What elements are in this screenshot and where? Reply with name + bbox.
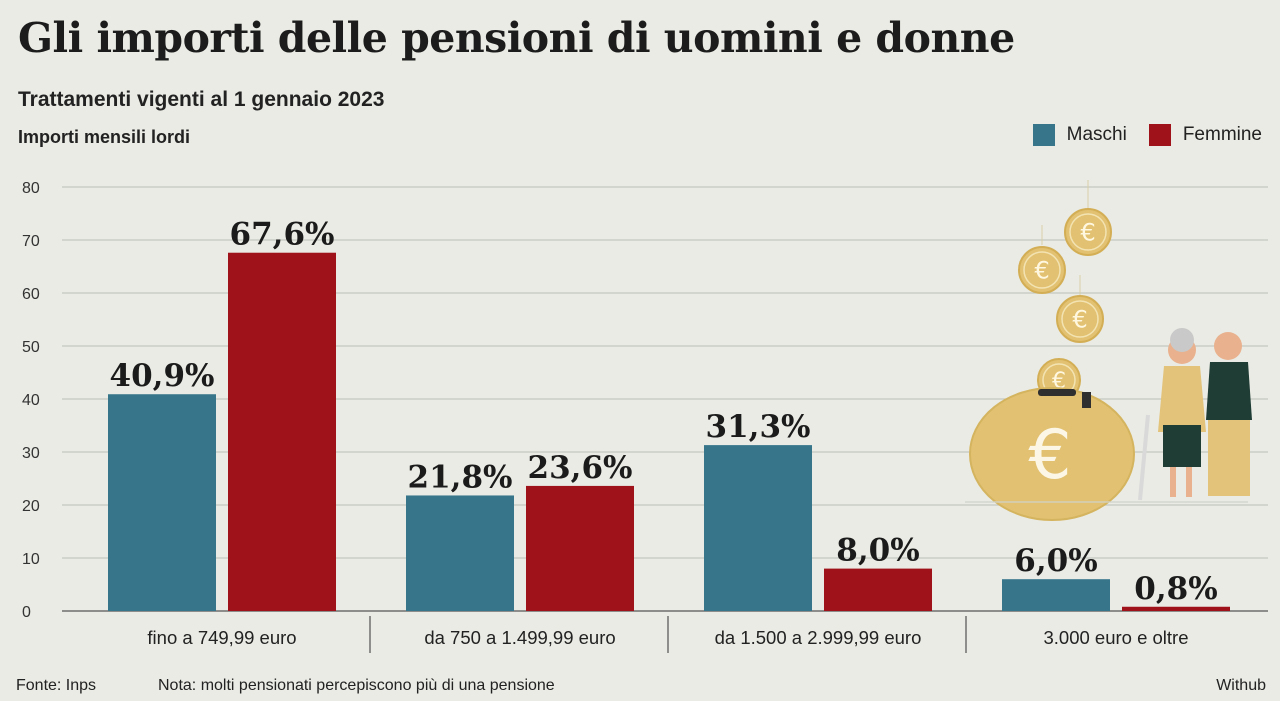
elderly-man-head bbox=[1214, 332, 1242, 360]
elderly-man-sweater bbox=[1206, 362, 1252, 420]
bar-femmine bbox=[1122, 606, 1230, 611]
y-tick-label: 60 bbox=[22, 286, 40, 303]
elderly-woman-leg bbox=[1186, 467, 1192, 497]
bar-value-label: 21,8% bbox=[408, 459, 513, 495]
elderly-woman-coat bbox=[1158, 366, 1206, 432]
bar-value-label: 31,3% bbox=[706, 409, 811, 445]
y-axis-unit-label: Importi mensili lordi bbox=[18, 127, 191, 147]
y-tick-label: 50 bbox=[22, 339, 40, 356]
euro-coin-icon-rim bbox=[1061, 300, 1099, 338]
bar-femmine bbox=[824, 568, 932, 611]
euro-coin-icon-symbol: € bbox=[1034, 257, 1049, 285]
bar-value-label: 0,8% bbox=[1134, 571, 1217, 607]
legend-item-femmine: Femmine bbox=[1148, 124, 1262, 146]
x-category-label: da 1.500 a 2.999,99 euro bbox=[715, 627, 922, 648]
bar-chart: 0 10 20 30 40 50 60 70 80 40,9% 67,6% fino a 749,99… bbox=[22, 180, 1268, 653]
x-category-label: 3.000 euro e oltre bbox=[1043, 627, 1188, 648]
y-tick-label: 0 bbox=[22, 604, 31, 621]
euro-coin-icon bbox=[1018, 246, 1066, 294]
y-tick-label: 20 bbox=[22, 498, 40, 515]
y-tick-label: 70 bbox=[22, 233, 40, 250]
legend-swatch-maschi bbox=[1032, 124, 1055, 146]
bar-value-label: 6,0% bbox=[1014, 543, 1097, 579]
elderly-woman-skirt bbox=[1163, 425, 1201, 467]
y-tick-label: 40 bbox=[22, 392, 40, 409]
bar-value-label: 40,9% bbox=[110, 358, 215, 394]
legend-swatch-femmine bbox=[1148, 124, 1171, 146]
elderly-man-trousers bbox=[1208, 420, 1250, 496]
piggy-bank-euro-symbol: € bbox=[1028, 416, 1071, 495]
euro-coin-icon-rim bbox=[1069, 213, 1107, 251]
piggy-bank-icon bbox=[969, 387, 1135, 521]
legend-label-maschi: Maschi bbox=[1066, 124, 1127, 145]
x-category-label: fino a 749,99 euro bbox=[147, 627, 296, 648]
bar-maschi bbox=[704, 445, 812, 611]
footnote: Nota: molti pensionati percepiscono più … bbox=[158, 677, 555, 694]
bar-maschi bbox=[108, 394, 216, 611]
piggy-bank-slot bbox=[1038, 389, 1076, 396]
legend-label-femmine: Femmine bbox=[1182, 124, 1262, 145]
bar-value-label: 8,0% bbox=[836, 533, 919, 569]
euro-coin-icon-rim bbox=[1023, 251, 1061, 289]
euro-coin-icon bbox=[1056, 295, 1104, 343]
chart-subtitle: Trattamenti vigenti al 1 gennaio 2023 bbox=[18, 88, 385, 111]
bar-value-label: 67,6% bbox=[230, 217, 335, 253]
legend-item-maschi: Maschi bbox=[1032, 124, 1127, 146]
bar-femmine bbox=[526, 485, 634, 611]
legend: Maschi Femmine bbox=[1032, 124, 1262, 146]
y-tick-label: 10 bbox=[22, 551, 40, 568]
bar-maschi bbox=[406, 495, 514, 611]
bar-value-label: 23,6% bbox=[528, 450, 633, 486]
x-category-label: da 750 a 1.499,99 euro bbox=[424, 627, 615, 648]
bar-maschi bbox=[1002, 579, 1110, 611]
euro-coin-icon-symbol: € bbox=[1072, 306, 1087, 334]
brand-credit: Withub bbox=[1216, 677, 1266, 694]
euro-coin-icon bbox=[1064, 208, 1112, 256]
bar-femmine bbox=[228, 252, 336, 611]
piggy-bank-slot-mark bbox=[1082, 392, 1091, 408]
source-note: Fonte: Inps bbox=[16, 677, 97, 694]
y-tick-label: 30 bbox=[22, 445, 40, 462]
elderly-woman-leg bbox=[1170, 467, 1176, 497]
chart-title: Gli importi delle pensioni di uomini e d… bbox=[18, 14, 1015, 62]
walking-cane bbox=[1138, 414, 1150, 501]
euro-coin-icon-symbol: € bbox=[1080, 219, 1095, 247]
elderly-woman-hair bbox=[1170, 328, 1194, 352]
y-tick-label: 80 bbox=[22, 180, 40, 197]
